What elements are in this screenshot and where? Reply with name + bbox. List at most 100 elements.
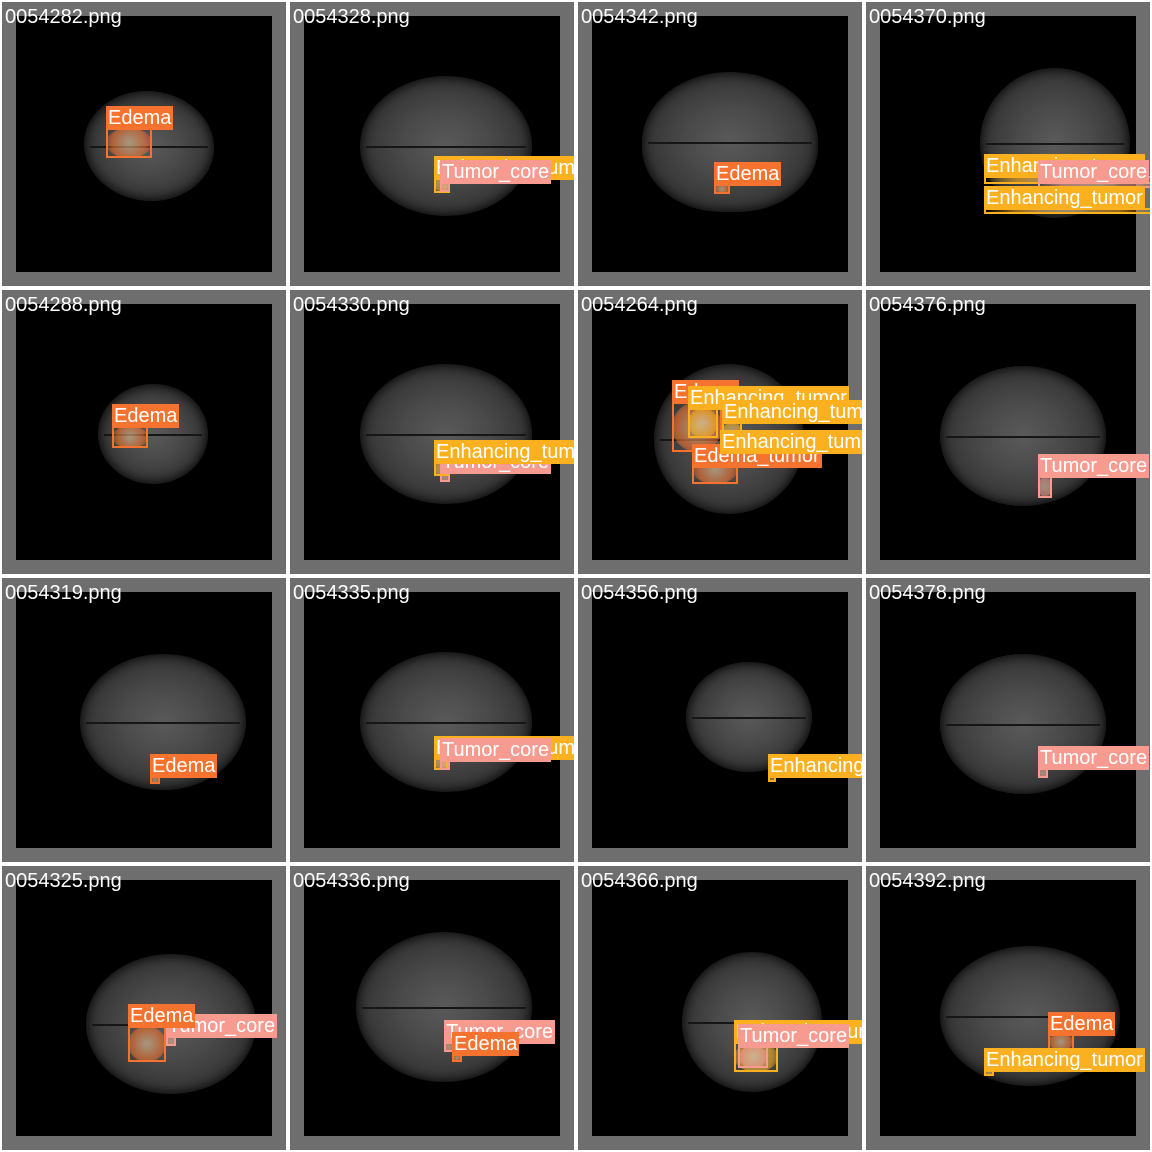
grid-tile: 0054370.pngEnhancing_tumorTumor_coreEnha… (866, 2, 1150, 286)
brain-midline (946, 436, 1100, 438)
image-filename: 0054376.png (869, 294, 986, 316)
class-label: Edema (112, 404, 180, 428)
brain-midline (366, 146, 526, 148)
mri-image (592, 16, 848, 272)
lesion-region (112, 426, 148, 448)
grid-tile: 0054376.png Tumor_core (866, 290, 1150, 574)
lesion-region (984, 208, 1150, 214)
image-filename: 0054342.png (581, 6, 698, 28)
class-label: Enhancing_tumor (720, 430, 862, 454)
image-filename: 0054378.png (869, 582, 986, 604)
grid-tile: 0054282.png Edema (2, 2, 286, 286)
class-label: Edema (1048, 1012, 1116, 1036)
image-filename: 0054325.png (5, 870, 122, 892)
lesion-region (166, 1036, 176, 1046)
image-filename: 0054282.png (5, 6, 122, 28)
grid-tile: 0054378.png Tumor_core (866, 578, 1150, 862)
brain-midline (104, 434, 202, 436)
image-filename: 0054356.png (581, 582, 698, 604)
lesion-region (984, 1070, 994, 1076)
mri-image (304, 592, 560, 848)
grid-tile: 0054288.png Edema (2, 290, 286, 574)
grid-tile: 0054325.png Tumor_core Edema (2, 866, 286, 1150)
image-filename: 0054330.png (293, 294, 410, 316)
lesion-region (1038, 768, 1048, 778)
lesion-region (1048, 1034, 1074, 1050)
lesion-region (150, 776, 160, 784)
mri-image (304, 304, 560, 560)
mri-image (16, 592, 272, 848)
image-filename: 0054370.png (869, 6, 986, 28)
class-label: Edema (106, 106, 174, 130)
image-filename: 0054288.png (5, 294, 122, 316)
lesion-region (738, 1046, 768, 1068)
lesion-region (714, 184, 730, 194)
brain-midline (692, 717, 806, 719)
mri-image (880, 16, 1136, 272)
mri-image (304, 880, 560, 1136)
brain-midline (362, 1007, 526, 1009)
image-filename: 0054392.png (869, 870, 986, 892)
grid-tile: 0054319.png Edema (2, 578, 286, 862)
grid-tile: 0054356.png Enhancing_tumor (578, 578, 862, 862)
class-label: Edema (150, 754, 218, 778)
class-label: Enhancing_tumor (434, 440, 574, 464)
image-filename: 0054366.png (581, 870, 698, 892)
image-filename: 0054328.png (293, 6, 410, 28)
lesion-region (444, 1042, 454, 1052)
class-label: Tumor_core (166, 1014, 278, 1038)
mri-image (880, 880, 1136, 1136)
class-label: Edema (128, 1004, 196, 1028)
lesion-region (106, 128, 152, 158)
class-label: Edema (452, 1032, 520, 1056)
lesion-region (452, 1054, 462, 1062)
detection-box (106, 128, 152, 158)
detection-box (1038, 476, 1052, 498)
brain-midline (986, 143, 1124, 145)
image-filename: 0054336.png (293, 870, 410, 892)
class-label: Enhancing_tumor (984, 1048, 1145, 1072)
class-label: Tumor_core (738, 1024, 850, 1048)
image-filename: 0054319.png (5, 582, 122, 604)
brain-midline (86, 722, 240, 724)
mri-image (880, 592, 1136, 848)
grid-tile: 0054342.png Edema (578, 2, 862, 286)
detection-box (128, 1026, 166, 1062)
detection-box (738, 1046, 768, 1068)
lesion-region (440, 760, 450, 770)
lesion-region (128, 1026, 166, 1062)
class-label: Tumor_core (440, 738, 552, 762)
class-label: Enhancing_tumor (722, 400, 862, 424)
brain-midline (648, 142, 812, 144)
mri-image (880, 304, 1136, 560)
lesion-region (1038, 476, 1052, 498)
mri-image (304, 16, 560, 272)
lesion-region (768, 776, 776, 782)
brain-midline (946, 724, 1100, 726)
brain-midline (946, 1016, 1114, 1018)
grid-tile: 0054392.png Edema Enhancing_tumor (866, 866, 1150, 1150)
class-label: Tumor_core (1038, 160, 1150, 184)
class-label: Tumor_core (1038, 746, 1150, 770)
class-label: Tumor_core (1038, 454, 1150, 478)
brain-midline (366, 434, 526, 436)
lesion-region (440, 182, 450, 192)
class-label: Tumor_core (440, 160, 552, 184)
detection-box (688, 408, 718, 438)
image-filename: 0054335.png (293, 582, 410, 604)
mri-image (592, 880, 848, 1136)
brain-midline (366, 722, 526, 724)
class-label: Edema (714, 162, 782, 186)
grid-tile: 0054264.pngEdemaEnhancing_tumorEnhancing… (578, 290, 862, 574)
lesion-region (688, 408, 718, 438)
detection-box (112, 426, 148, 448)
class-label: Enhancing_tumor (768, 754, 862, 778)
lesion-region (1038, 182, 1150, 188)
image-filename: 0054264.png (581, 294, 698, 316)
